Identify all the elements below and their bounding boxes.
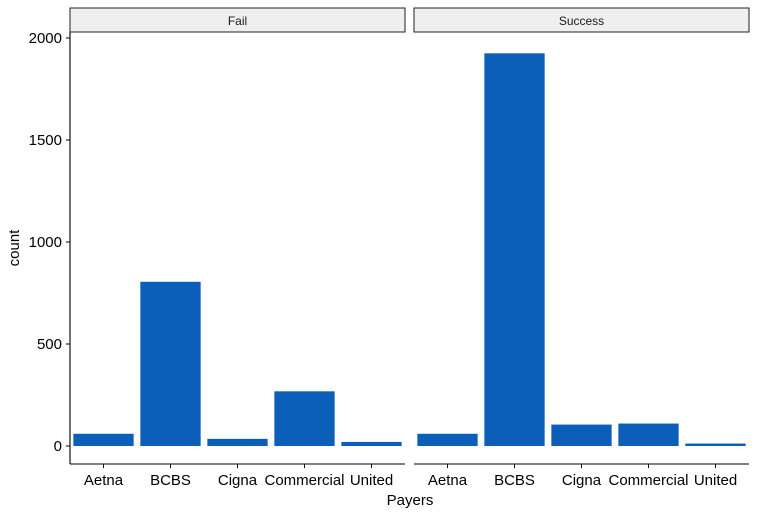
x-tick-label: BCBS [150,472,191,489]
bar-success-bcbs [484,53,545,447]
y-tick-label: 1000 [29,234,62,251]
facet-panel-fail: Fail Aetna BCBS Cigna Commercial United [69,7,406,489]
facet-strip [69,7,406,33]
x-tick-label: Commercial [608,472,688,489]
y-tick-label: 1500 [29,132,62,149]
x-axis-title: Payers [387,492,434,509]
y-tick-label: 2000 [29,30,62,47]
x-tick-label: Commercial [264,472,344,489]
facet-strip [413,7,750,33]
x-tick-label: Cigna [218,472,258,489]
x-tick-label: Aetna [84,472,124,489]
facet-strip-label: Success [559,14,604,28]
x-tick-label: Cigna [562,472,602,489]
bar-fail-aetna [73,433,134,446]
bar-fail-bcbs [140,281,201,446]
x-tick-label: United [694,472,737,489]
facet-strip-label: Fail [228,14,247,28]
x-tick-label: United [350,472,393,489]
y-tick-label: 0 [54,438,62,455]
x-tick-label: Aetna [428,472,468,489]
y-axis: 0 500 1000 1500 2000 [29,30,70,455]
bar-success-aetna [417,433,478,446]
facet-panel-success: Success Aetna BCBS Cigna Commercial United [413,7,750,489]
y-axis-title: count [6,229,23,267]
bar-success-commercial [618,423,679,446]
bar-fail-united [341,441,402,446]
bar-fail-cigna [207,438,268,446]
bar-success-cigna [551,424,612,446]
bar-fail-commercial [274,391,335,446]
y-tick-label: 500 [37,336,62,353]
bar-success-united [685,443,746,446]
x-tick-label: BCBS [494,472,535,489]
